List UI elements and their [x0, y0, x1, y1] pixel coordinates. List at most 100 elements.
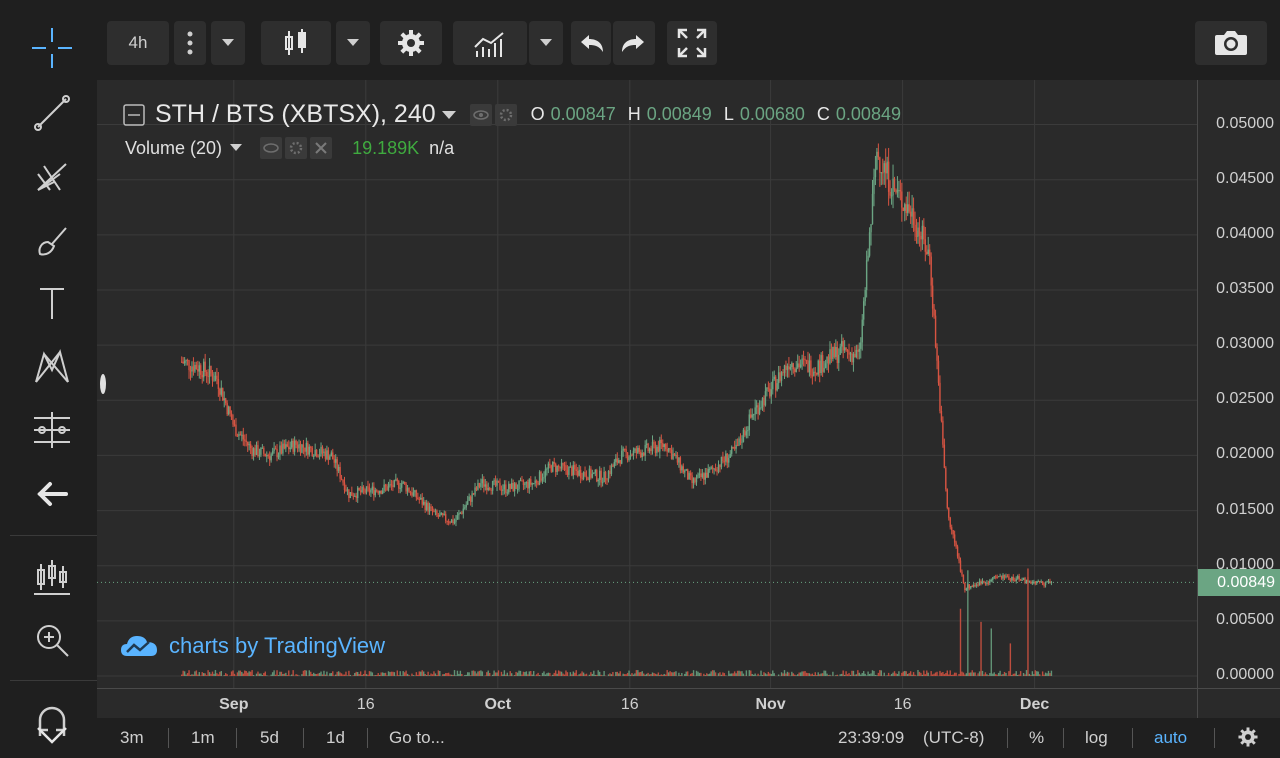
candle-body — [1040, 581, 1042, 583]
gear-icon[interactable] — [285, 137, 308, 159]
candle-body — [989, 580, 991, 583]
zoom-icon[interactable] — [22, 612, 82, 668]
candles-icon[interactable] — [22, 548, 82, 604]
auto-scale-toggle[interactable]: auto — [1154, 728, 1188, 747]
percent-scale-toggle[interactable]: % — [1029, 728, 1045, 747]
volume-title[interactable]: Volume (20) — [125, 137, 223, 158]
close-icon[interactable] — [310, 137, 333, 159]
candle-body — [423, 501, 425, 505]
fullscreen-button[interactable] — [667, 21, 717, 65]
candle-body — [593, 472, 595, 474]
candle-body — [700, 473, 702, 478]
candle-body — [650, 448, 652, 452]
chart-pane[interactable]: STH / BTS (XBTSX), 240 O 0.00847 H 0.008… — [97, 80, 1197, 688]
candle-body — [559, 467, 561, 469]
tradingview-watermark[interactable]: charts by TradingView — [119, 632, 385, 660]
caret-down-icon[interactable] — [230, 144, 243, 152]
range-3m-button[interactable]: 3m — [120, 728, 144, 747]
redo-button[interactable] — [613, 21, 655, 65]
range-1m-button[interactable]: 1m — [191, 728, 215, 747]
price-tick-label: 0.01000 — [1216, 555, 1274, 573]
volume-bar — [381, 672, 384, 676]
chart-style-button[interactable] — [261, 21, 331, 65]
candle-body — [609, 470, 611, 474]
undo-button[interactable] — [571, 21, 611, 65]
timezone-button[interactable]: (UTC-8) — [923, 728, 985, 747]
candle-body — [993, 576, 995, 578]
eye-icon[interactable] — [260, 137, 283, 159]
candle-body — [953, 534, 956, 543]
volume-bar — [346, 675, 349, 676]
crosshair-icon[interactable] — [22, 20, 82, 76]
interval-button[interactable]: 4h — [107, 21, 169, 65]
text-icon[interactable] — [22, 275, 82, 331]
candle-body — [430, 506, 432, 508]
chart-style-dropdown-button[interactable] — [336, 21, 370, 65]
candle-body — [408, 487, 410, 493]
range-1d-button[interactable]: 1d — [326, 728, 345, 747]
candle-body — [299, 444, 302, 453]
candle-body — [515, 483, 517, 489]
volume-bar — [785, 673, 787, 676]
settings-button[interactable] — [380, 21, 442, 65]
back-arrow-icon[interactable] — [22, 466, 82, 522]
volume-bar — [295, 674, 297, 676]
chevron-down-icon[interactable] — [24, 712, 80, 756]
candle-body — [575, 469, 577, 471]
candle-body — [641, 453, 643, 458]
volume-bar — [314, 673, 316, 676]
volume-bar — [453, 670, 456, 676]
volume-bar — [896, 673, 899, 676]
candle-body — [197, 369, 199, 372]
toolbar-separator — [10, 680, 97, 681]
pattern-icon[interactable] — [22, 338, 82, 394]
candle-body — [230, 413, 233, 420]
volume-bar — [984, 672, 987, 676]
snapshot-button[interactable] — [1195, 21, 1267, 65]
time-scale[interactable]: Sep 16 Oct 16 Nov 16 Dec — [97, 688, 1197, 718]
measure-icon[interactable] — [22, 402, 82, 458]
candle-body — [399, 487, 401, 489]
candle-body — [357, 487, 359, 499]
volume-bar — [456, 670, 459, 676]
gear-icon[interactable] — [494, 103, 517, 126]
volume-bar — [1041, 671, 1044, 676]
candle-body — [810, 360, 812, 376]
indicators-button[interactable] — [453, 21, 527, 65]
volume-bar — [810, 674, 812, 676]
price-scale[interactable]: 0.05000 0.04500 0.04000 0.03500 0.03000 0.025… — [1197, 80, 1280, 688]
candle-body — [603, 471, 605, 483]
collapse-legend-icon[interactable] — [123, 103, 145, 126]
volume-bar — [996, 674, 998, 676]
candle-body — [428, 506, 431, 512]
symbol-title[interactable]: STH / BTS (XBTSX), 240 — [155, 100, 436, 128]
volume-bar — [772, 670, 774, 676]
goto-date-button[interactable]: Go to... — [389, 728, 445, 747]
more-intervals-button[interactable] — [174, 21, 206, 65]
chart-properties-button[interactable] — [1237, 726, 1259, 753]
candle-body — [923, 225, 925, 240]
trendline-icon[interactable] — [22, 85, 82, 141]
candle-body — [304, 447, 306, 452]
price-chart[interactable] — [97, 80, 1197, 688]
volume-bar — [383, 672, 385, 676]
volume-bar — [571, 674, 573, 676]
volume-bar — [826, 673, 828, 676]
candle-body — [307, 442, 309, 455]
volume-bar — [849, 674, 852, 676]
caret-down-icon[interactable] — [441, 110, 456, 120]
eye-icon[interactable] — [469, 103, 492, 126]
candle-body — [549, 463, 551, 466]
brush-icon[interactable] — [22, 212, 82, 268]
indicators-dropdown-button[interactable] — [529, 21, 563, 65]
interval-dropdown-button[interactable] — [211, 21, 245, 65]
volume-bar — [420, 671, 422, 676]
volume-bar — [736, 670, 739, 676]
volume-bar — [317, 673, 319, 676]
candle-body — [1003, 574, 1006, 578]
log-scale-toggle[interactable]: log — [1085, 728, 1108, 747]
candle-body — [758, 407, 761, 414]
fib-icon[interactable] — [22, 148, 82, 204]
range-5d-button[interactable]: 5d — [260, 728, 279, 747]
candle-body — [311, 447, 313, 457]
